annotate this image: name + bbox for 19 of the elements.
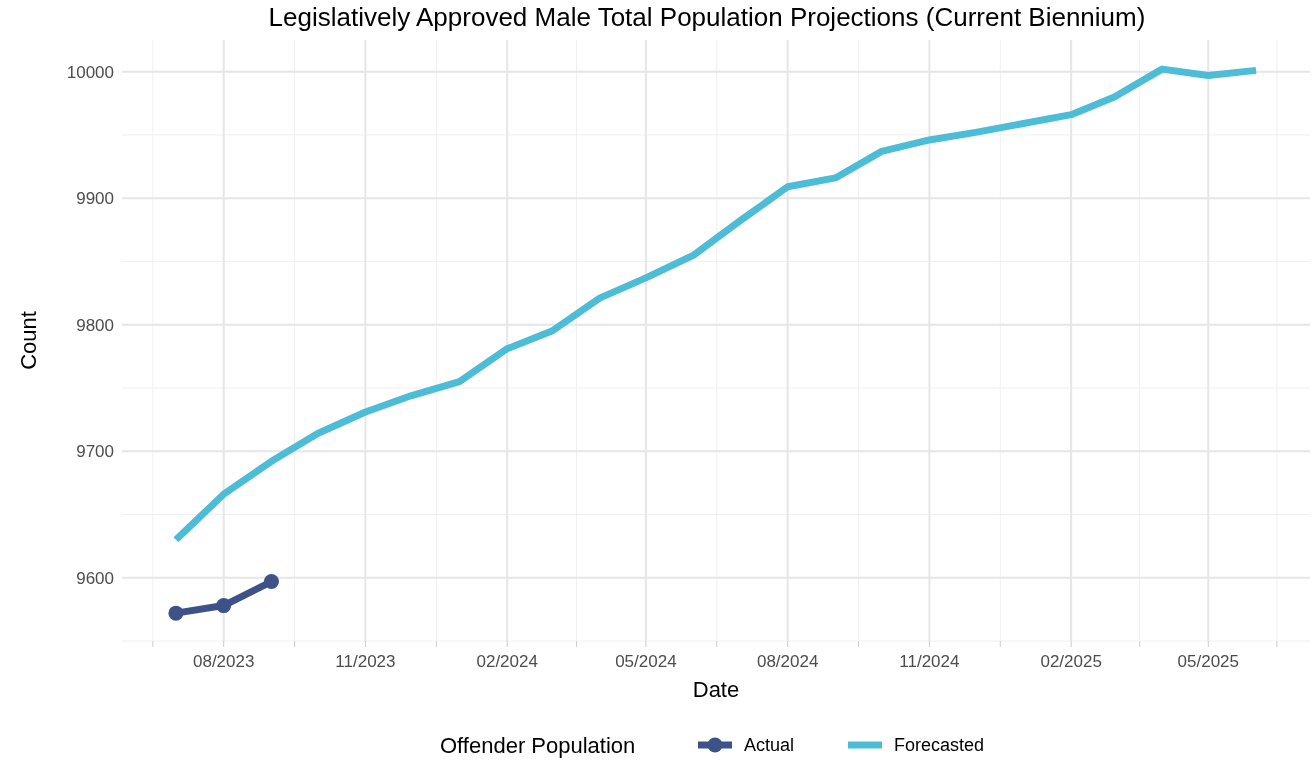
y-tick-label: 9900	[76, 189, 114, 209]
x-tick-label: 11/2024	[899, 652, 960, 671]
x-tick-label: 05/2025	[1177, 652, 1240, 671]
chart-title: Legislatively Approved Male Total Population Projections (Current Biennium)	[268, 2, 1146, 32]
x-tick-label: 05/2024	[615, 652, 677, 671]
x-axis-title: Date	[692, 677, 740, 702]
legend-label: Forecasted	[894, 735, 985, 756]
x-tick-label: 02/2024	[476, 652, 538, 671]
x-tick-label: 11/2023	[335, 652, 396, 671]
x-tick-label: 08/2023	[192, 652, 255, 671]
y-tick-label: 9600	[76, 568, 114, 588]
x-tick-label: 08/2024	[756, 652, 819, 671]
y-tick-label: 10000	[66, 62, 114, 82]
y-axis-title: Count	[16, 311, 41, 370]
legend-title: Offender Population	[440, 732, 636, 758]
y-tick-label: 9800	[76, 315, 114, 335]
x-tick-label: 02/2025	[1040, 652, 1102, 671]
legend-label: Actual	[744, 735, 795, 756]
y-tick-label: 9700	[76, 442, 114, 462]
